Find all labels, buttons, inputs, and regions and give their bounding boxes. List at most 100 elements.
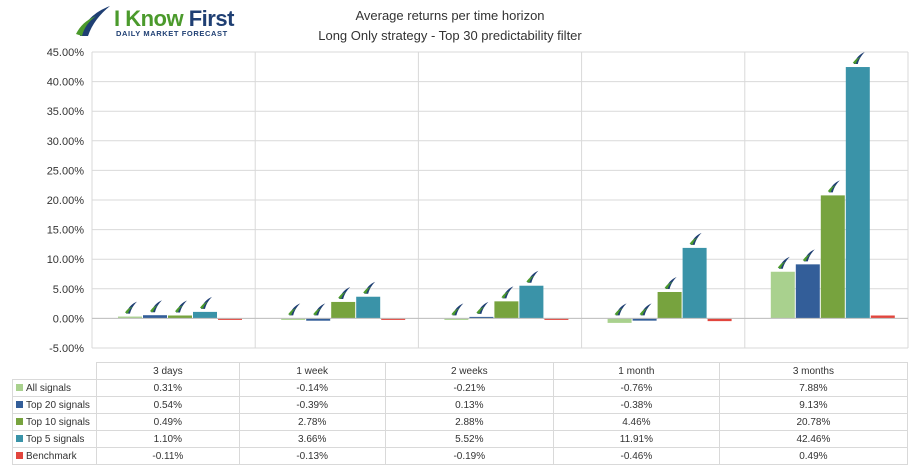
bar xyxy=(331,301,356,319)
swoosh-logo-icon xyxy=(76,6,110,36)
swoosh-logo-icon xyxy=(313,303,326,316)
y-tick-label: 40.00% xyxy=(47,77,85,89)
data-label: -0.13% xyxy=(238,447,386,465)
y-tick-label: 35.00% xyxy=(47,106,85,118)
data-label: 20.78% xyxy=(718,413,909,431)
series-name: Benchmark xyxy=(26,450,77,462)
bar xyxy=(770,271,795,319)
table-row: Top 20 signals 0.54% -0.39% 0.13% -0.38% 9.13… xyxy=(12,396,909,414)
category-label: 1 month xyxy=(552,362,720,380)
brand-tagline: Daily Market Forecast xyxy=(116,29,228,38)
y-tick-label: 10.00% xyxy=(47,254,85,266)
category-label: 2 weeks xyxy=(384,362,554,380)
y-tick-label: 45.00% xyxy=(47,47,85,59)
y-tick-label: -5.00% xyxy=(49,343,84,355)
swoosh-logo-icon xyxy=(639,303,652,316)
swoosh-logo-icon xyxy=(802,249,815,262)
data-label: -0.39% xyxy=(238,396,386,414)
y-tick-label: 5.00% xyxy=(53,284,84,296)
swoosh-logo-icon xyxy=(476,301,489,314)
bar xyxy=(870,315,895,319)
data-label: -0.14% xyxy=(238,379,386,397)
swoosh-logo-icon xyxy=(125,301,137,314)
data-label: 11.91% xyxy=(552,430,720,448)
swoosh-logo-icon xyxy=(288,303,301,316)
legend-entry: All signals xyxy=(12,379,97,397)
bar xyxy=(218,318,242,320)
bar xyxy=(143,315,167,319)
chart-title: Average returns per time horizon xyxy=(355,8,545,23)
table-corner xyxy=(12,362,97,380)
y-tick-label: 20.00% xyxy=(47,195,85,207)
data-label: -0.76% xyxy=(552,379,720,397)
table-row: Top 5 signals 1.10% 3.66% 5.52% 11.91% 42.46% xyxy=(12,430,909,448)
data-label: -0.11% xyxy=(96,447,240,465)
swoosh-logo-icon xyxy=(526,270,539,283)
data-label: 1.10% xyxy=(96,430,240,448)
swoosh-logo-icon xyxy=(200,296,212,309)
legend-entry: Top 10 signals xyxy=(12,413,97,431)
data-label: -0.21% xyxy=(384,379,554,397)
chart-titles: Average returns per time horizon Long On… xyxy=(290,6,610,46)
data-label: -0.19% xyxy=(384,447,554,465)
bar xyxy=(118,316,142,319)
category-label: 1 week xyxy=(238,362,386,380)
data-label: 9.13% xyxy=(718,396,909,414)
data-table: 3 days 1 week 2 weeks 1 month 3 months All si… xyxy=(12,362,909,465)
bar xyxy=(494,301,519,319)
data-label: 2.78% xyxy=(238,413,386,431)
data-label: 0.49% xyxy=(718,447,909,465)
data-label: 5.52% xyxy=(384,430,554,448)
data-label: 0.54% xyxy=(96,396,240,414)
data-label: 0.13% xyxy=(384,396,554,414)
brand-logo: I Know First Daily Market Forecast xyxy=(74,4,234,40)
bar xyxy=(795,264,820,319)
swoosh-logo-icon xyxy=(689,232,702,245)
swoosh-logo-icon xyxy=(175,300,187,313)
category-label: 3 days xyxy=(96,362,240,380)
swoosh-logo-icon xyxy=(777,256,790,269)
bar xyxy=(845,67,870,319)
bar xyxy=(607,318,632,323)
y-tick-label: 30.00% xyxy=(47,136,85,148)
legend-entry: Benchmark xyxy=(12,447,97,465)
table-row: All signals 0.31% -0.14% -0.21% -0.76% 7.88% xyxy=(12,379,909,397)
data-label: 3.66% xyxy=(238,430,386,448)
swoosh-logo-icon xyxy=(150,300,162,313)
legend-entry: Top 5 signals xyxy=(12,430,97,448)
series-name: Top 5 signals xyxy=(26,433,85,445)
legend-swatch xyxy=(16,434,23,442)
bar xyxy=(707,318,732,322)
bar xyxy=(168,315,192,319)
bar xyxy=(281,318,306,320)
swoosh-logo-icon xyxy=(852,52,865,65)
bar xyxy=(632,318,657,321)
data-label: 0.31% xyxy=(96,379,240,397)
bar xyxy=(682,247,707,319)
legend-swatch xyxy=(16,400,23,408)
data-label: 7.88% xyxy=(718,379,909,397)
category-label: 3 months xyxy=(718,362,909,380)
bar xyxy=(381,318,406,320)
bar xyxy=(444,318,469,320)
legend-swatch xyxy=(16,417,23,425)
bar-chart: -5.00% 0.00% 5.00% 10.00% 15.00% 20.00% 25.00%… xyxy=(47,47,909,355)
swoosh-logo-icon xyxy=(451,303,464,316)
y-tick-label: 15.00% xyxy=(47,225,85,237)
chart-subtitle: Long Only strategy - Top 30 predictabili… xyxy=(318,28,582,43)
brand-name: I Know First xyxy=(114,6,234,31)
bar xyxy=(820,195,845,319)
series-name: All signals xyxy=(26,382,72,394)
series-name: Top 20 signals xyxy=(26,399,90,411)
swoosh-logo-icon xyxy=(501,286,514,299)
swoosh-logo-icon xyxy=(827,180,840,193)
swoosh-logo-icon xyxy=(363,281,376,294)
data-label: -0.38% xyxy=(552,396,720,414)
table-header-row: 3 days 1 week 2 weeks 1 month 3 months xyxy=(12,362,909,380)
bar xyxy=(657,291,682,319)
data-label: 0.49% xyxy=(96,413,240,431)
bar xyxy=(519,285,544,319)
data-label: 2.88% xyxy=(384,413,554,431)
data-label: 4.46% xyxy=(552,413,720,431)
table-row: Benchmark -0.11% -0.13% -0.19% -0.46% 0.49% xyxy=(12,447,909,465)
